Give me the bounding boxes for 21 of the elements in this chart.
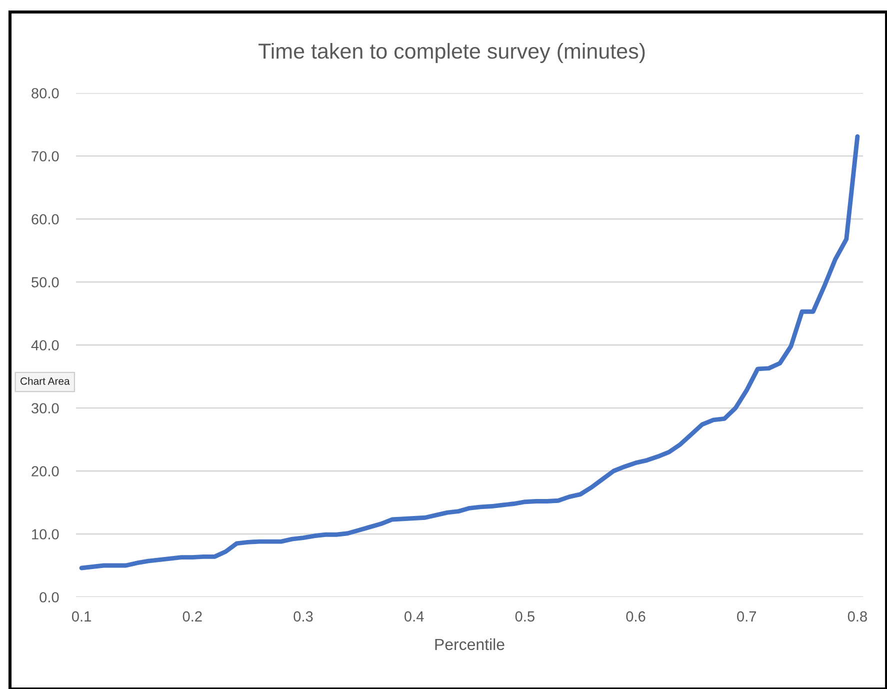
y-tick-label: 80.0 xyxy=(32,88,59,98)
x-axis-title: Percentile xyxy=(435,638,504,650)
x-tick-label: 0.6 xyxy=(626,611,646,622)
y-tick-label: 50.0 xyxy=(32,277,59,288)
x-tick-label: 0.1 xyxy=(72,611,91,622)
text: Chart Area xyxy=(20,377,70,385)
line-series xyxy=(79,134,860,570)
x-tick-label: 0.7 xyxy=(737,611,756,622)
x-tick-label: 0.2 xyxy=(182,611,202,622)
chart-title: Time taken to complete survey (minutes) xyxy=(258,42,645,64)
y-tick-label: 0.0 xyxy=(40,592,59,602)
x-tick-label: 0.3 xyxy=(294,611,313,622)
y-tick-label: 30.0 xyxy=(32,403,59,414)
y-tick-label: 10.0 xyxy=(32,529,59,540)
y-tick-label: 70.0 xyxy=(32,151,59,162)
x-tick-label: 0.5 xyxy=(515,611,534,622)
y-tick-label: 20.0 xyxy=(32,466,59,476)
y-tick-label: 60.0 xyxy=(32,214,59,224)
x-tick-label: 0.4 xyxy=(404,611,424,622)
y-tick-label: 40.0 xyxy=(31,340,59,350)
x-tick-label: 0.8 xyxy=(848,611,867,622)
